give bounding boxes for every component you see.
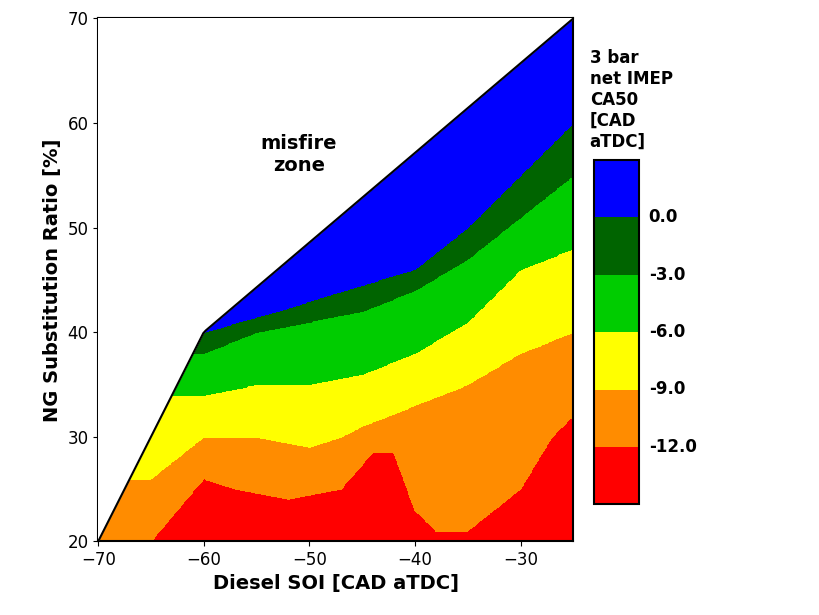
Text: -12.0: -12.0: [649, 438, 696, 456]
Text: 0.0: 0.0: [649, 208, 678, 226]
Text: -9.0: -9.0: [649, 381, 685, 399]
Text: -3.0: -3.0: [649, 266, 685, 284]
Text: 3 bar
net IMEP
CA50
[CAD
aTDC]: 3 bar net IMEP CA50 [CAD aTDC]: [590, 49, 672, 151]
X-axis label: Diesel SOI [CAD aTDC]: Diesel SOI [CAD aTDC]: [213, 574, 459, 593]
Polygon shape: [98, 18, 573, 541]
Text: misfire
zone: misfire zone: [260, 134, 337, 175]
Y-axis label: NG Substitution Ratio [%]: NG Substitution Ratio [%]: [43, 138, 62, 421]
Text: -6.0: -6.0: [649, 323, 685, 341]
